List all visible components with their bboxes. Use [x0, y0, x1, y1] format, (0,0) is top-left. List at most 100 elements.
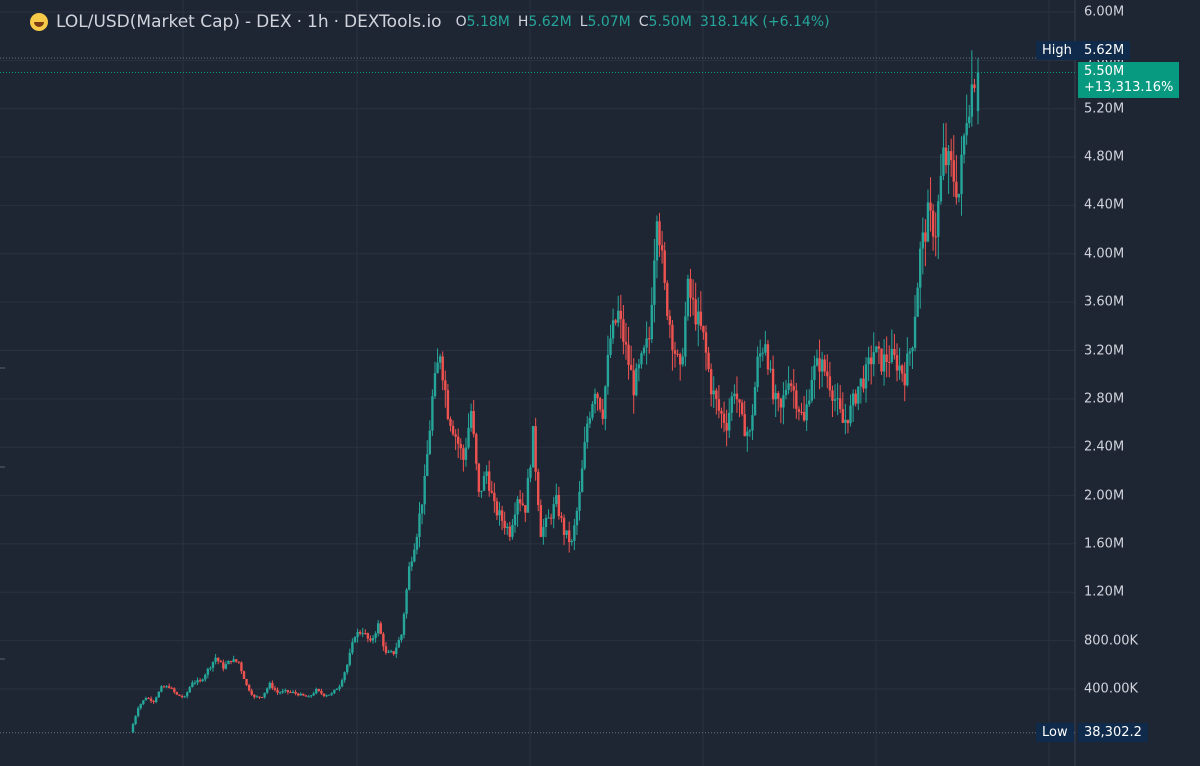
candle-body-up [139, 704, 142, 709]
candle-body-up [583, 442, 586, 469]
candle-body-down [839, 398, 842, 410]
low-key: L [579, 14, 588, 30]
candle-body-down [704, 332, 708, 353]
price-tick-label: 800.00K [1084, 633, 1139, 649]
candle-body-up [506, 526, 509, 529]
candle-body-up [555, 494, 558, 505]
candle-body-down [322, 693, 326, 697]
candle-body-down [271, 682, 274, 689]
candle-body-up [136, 708, 140, 717]
candle-body-down [451, 425, 455, 435]
price-tick-label: 3.20M [1084, 343, 1125, 358]
last-price-value: 5.50M [1084, 64, 1125, 79]
candle-body-down [245, 679, 248, 685]
candle-body-up [405, 589, 408, 614]
candle-body-up [586, 423, 589, 443]
candle-body-up [438, 356, 442, 363]
candle-body-down [735, 393, 739, 400]
candle-body-up [962, 135, 966, 155]
candle-body-down [457, 436, 460, 444]
candle-body-down [818, 358, 821, 372]
candle-body-up [480, 490, 483, 492]
candle-body-up [482, 475, 486, 491]
candle-body-down [689, 278, 692, 298]
candle-body-up [343, 672, 346, 681]
candle-body-up [330, 693, 333, 695]
price-tick-label: 4.80M [1084, 149, 1125, 165]
candle-body-down [222, 662, 225, 669]
candle-body-up [374, 633, 377, 639]
candle-body-up [142, 700, 145, 705]
candle-body-up [864, 364, 868, 389]
candle-body-up [655, 221, 659, 261]
price-tick-label: 2.00M [1084, 488, 1125, 504]
candle-body-up [418, 513, 421, 537]
candle-body-down [846, 419, 850, 424]
candle-body-up [681, 356, 684, 365]
candle-body-down [766, 344, 770, 370]
candle-body-down [175, 691, 179, 695]
candle-body-down [598, 398, 602, 410]
candle-body-up [913, 316, 917, 348]
candle-body-up [653, 260, 656, 305]
candle-body-down [518, 499, 522, 504]
candle-body-down [624, 341, 628, 345]
candle-body-down [629, 364, 633, 371]
candle-body-up [898, 365, 901, 371]
candle-body-down [722, 413, 726, 423]
candle-body-up [939, 175, 943, 202]
pair-title[interactable]: LOL/USD(Market Cap) [56, 12, 240, 32]
candle-body-down [658, 221, 661, 246]
candle-body-up [232, 659, 235, 662]
exchange-label: DEX [256, 12, 292, 32]
candle-body-down [715, 390, 718, 400]
separator: · [333, 12, 339, 32]
candle-body-up [428, 430, 432, 455]
candle-body-down [900, 365, 904, 374]
candle-body-up [684, 316, 687, 357]
candle-body-up [758, 353, 762, 357]
candle-body-down [454, 434, 457, 437]
candle-body-up [617, 310, 620, 323]
candle-body-down [320, 690, 323, 694]
candle-body-up [542, 527, 545, 537]
candle-body-down [170, 687, 173, 689]
candle-body-down [885, 354, 888, 362]
candle-body-up [611, 320, 615, 339]
candle-body-down [949, 151, 953, 161]
candle-body-up [753, 387, 757, 416]
candle-body-up [552, 504, 555, 519]
candle-body-up [565, 530, 568, 535]
candle-body-down [779, 398, 783, 408]
open-key: O [455, 14, 467, 30]
candle-body-down [250, 690, 253, 695]
price-tick-label: 2.80M [1084, 391, 1125, 407]
price-tick-label: 6.00M [1084, 4, 1125, 20]
candle-body-down [931, 210, 935, 237]
interval-label[interactable]: 1h [307, 12, 329, 32]
candle-body-down [567, 530, 571, 543]
candle-body-up [511, 525, 514, 537]
candle-body-up [712, 390, 715, 395]
price-tick-label: 3.60M [1084, 294, 1125, 310]
candle-body-down [229, 660, 233, 662]
last-price-change: +13,313.16% [1084, 80, 1174, 95]
candle-body-down [627, 344, 630, 365]
candle-body-down [601, 409, 604, 419]
candle-body-down [663, 250, 666, 283]
candle-body-up [642, 347, 646, 354]
candle-body-up [209, 667, 212, 669]
candle-body-down [841, 409, 844, 423]
candle-body-up [588, 417, 592, 424]
candle-body-up [815, 358, 819, 366]
candle-body-up [413, 549, 416, 562]
candle-body-down [549, 517, 553, 519]
candle-body-down [358, 631, 362, 634]
candle-body-down [648, 338, 651, 340]
candle-body-up [782, 395, 785, 408]
candle-body-down [503, 520, 506, 529]
candle-body-up [810, 379, 814, 401]
candle-body-up [415, 536, 419, 550]
